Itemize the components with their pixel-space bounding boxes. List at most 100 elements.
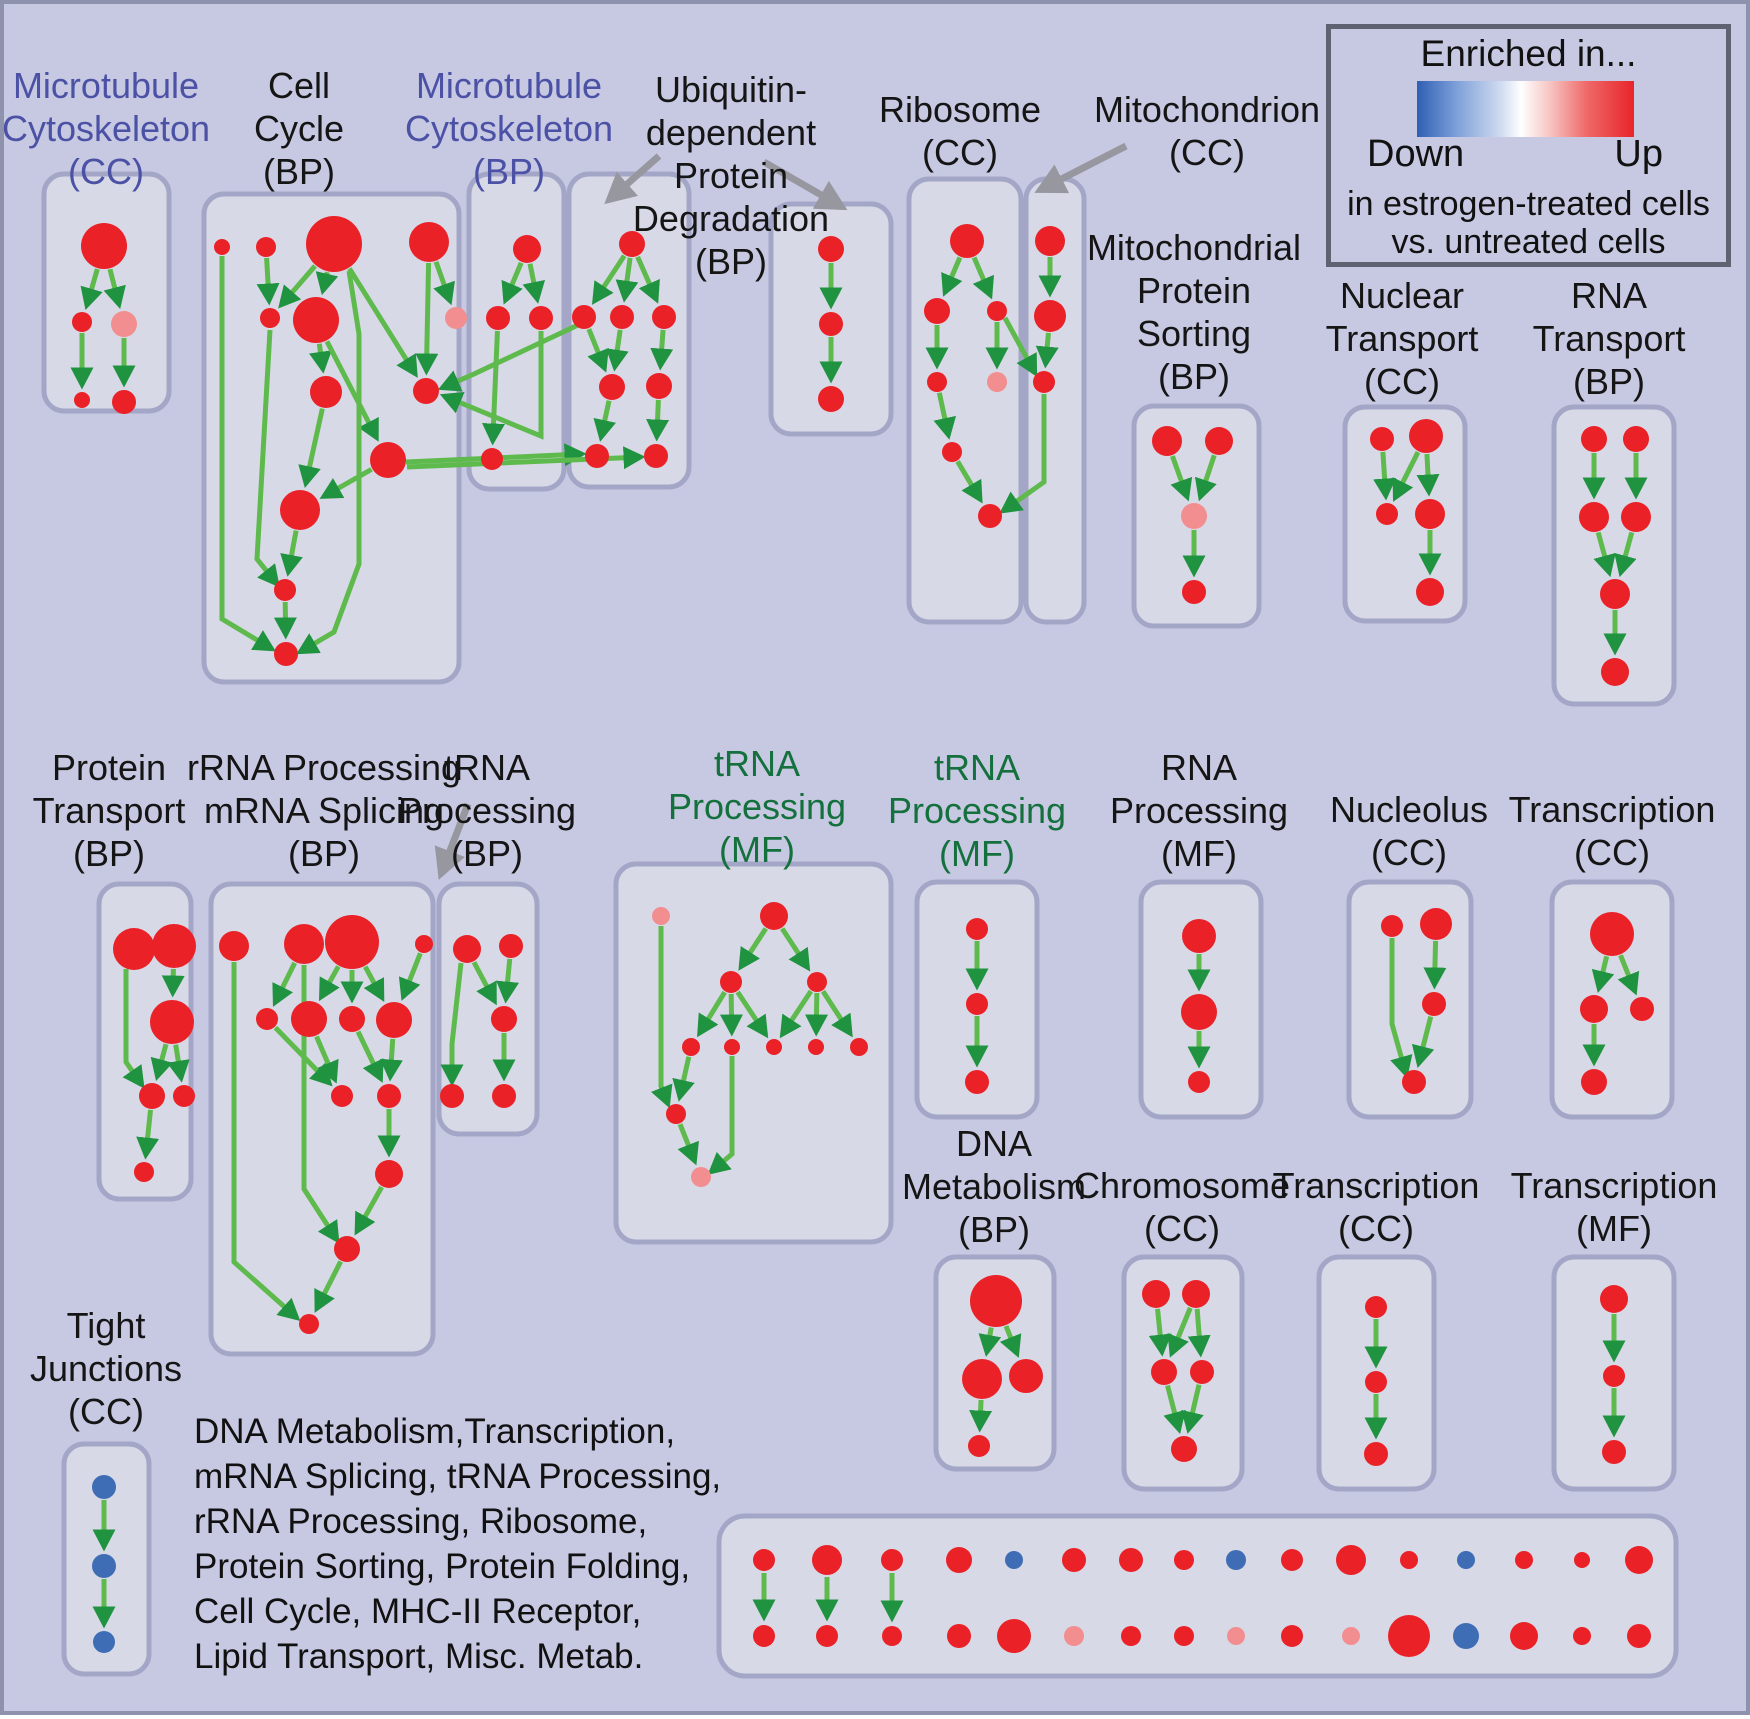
edge [280, 530, 303, 577]
node [1581, 1069, 1607, 1095]
node [1365, 1296, 1387, 1318]
group-label-rna-transport-bp: RNA Transport (BP) [1532, 275, 1686, 402]
node [334, 1236, 360, 1262]
node [808, 1039, 824, 1055]
node [260, 308, 280, 328]
node [1142, 1280, 1170, 1308]
edge [1148, 1308, 1172, 1357]
node [74, 392, 90, 408]
edge [978, 1327, 1002, 1357]
node [760, 902, 788, 930]
edge [298, 408, 325, 489]
edge [738, 927, 768, 971]
node [1603, 1365, 1625, 1387]
edge [1392, 450, 1421, 502]
node [753, 1549, 775, 1571]
node [274, 642, 298, 666]
node [1510, 1622, 1538, 1650]
node [942, 442, 962, 462]
node [375, 1160, 403, 1188]
edge [324, 340, 379, 442]
node [413, 378, 439, 404]
edge [355, 1030, 384, 1083]
edge [999, 1325, 1022, 1358]
node [1033, 371, 1055, 393]
edge [999, 394, 1047, 514]
node [453, 935, 481, 963]
group-box-microtubule-cytoskeleton-cc [41, 171, 172, 414]
node [652, 907, 670, 925]
edge [735, 990, 769, 1039]
edge [319, 467, 373, 499]
group-label-microtubule-cytoskeleton-bp: Microtubule Cytoskeleton (BP) [404, 65, 614, 192]
edge [347, 267, 418, 378]
node [691, 1167, 711, 1187]
group-label-transcription-mf: Transcription (MF) [1510, 1165, 1718, 1249]
node [1205, 427, 1233, 455]
node [291, 1001, 327, 1037]
node [1121, 1626, 1141, 1646]
node [812, 1545, 842, 1575]
node [646, 373, 672, 399]
node [1457, 1551, 1475, 1569]
edge [219, 256, 276, 652]
group-box-microtubule-cytoskeleton-bp [466, 171, 567, 492]
node [970, 1275, 1022, 1327]
node [927, 372, 947, 392]
node [112, 390, 136, 414]
edge [1163, 1384, 1186, 1434]
group-label-nuclear-transport-cc: Nuclear Transport (CC) [1325, 275, 1479, 402]
edge [650, 329, 674, 371]
node [1364, 1442, 1388, 1466]
edge [779, 989, 814, 1039]
node [807, 972, 827, 992]
node [93, 1631, 115, 1653]
node [965, 1070, 989, 1094]
node [1064, 1626, 1084, 1646]
node [376, 1002, 412, 1038]
edge [103, 268, 126, 309]
node [1420, 908, 1452, 940]
edge [1614, 531, 1637, 578]
edge [650, 926, 673, 1109]
edge [482, 330, 505, 446]
node [1602, 1440, 1626, 1464]
legend-title: Enriched in... [1420, 33, 1637, 74]
node [150, 1000, 194, 1044]
node [968, 1435, 990, 1457]
node [1227, 1627, 1245, 1645]
node [111, 311, 137, 337]
node [950, 224, 984, 258]
node [134, 1162, 154, 1182]
node [1590, 912, 1634, 956]
group-label-tight-junctions-cc: Tight Junctions (CC) [29, 1305, 183, 1432]
edge [586, 328, 609, 373]
node [619, 231, 645, 257]
edge [136, 1109, 160, 1160]
node [1579, 502, 1609, 532]
node [81, 223, 127, 269]
edge [501, 261, 524, 305]
node [152, 924, 196, 968]
node [1151, 1359, 1177, 1385]
edge [301, 965, 340, 1244]
edge [955, 460, 983, 504]
legend-gradient-bar [1417, 81, 1634, 137]
node [1580, 995, 1608, 1023]
network-diagram [41, 142, 1679, 1679]
edge [1170, 455, 1193, 502]
node [850, 1038, 868, 1056]
group-label-mitochondrial-protein-sorting-bp: Mitochondrial Protein Sorting (BP) [1086, 227, 1302, 397]
node [1190, 1360, 1214, 1384]
edge [707, 1056, 735, 1175]
edge [1181, 1384, 1204, 1434]
edge [434, 802, 472, 880]
node [1062, 1548, 1086, 1572]
group-label-transcription-cc-row3: Transcription (CC) [1272, 1165, 1480, 1249]
edge [471, 961, 497, 1006]
edge [1593, 531, 1616, 578]
edge [1187, 1308, 1211, 1358]
group-box-nucleolus-cc [1346, 879, 1474, 1120]
group-label-transcription-cc-row2: Transcription (CC) [1508, 789, 1716, 873]
edge [820, 989, 853, 1038]
